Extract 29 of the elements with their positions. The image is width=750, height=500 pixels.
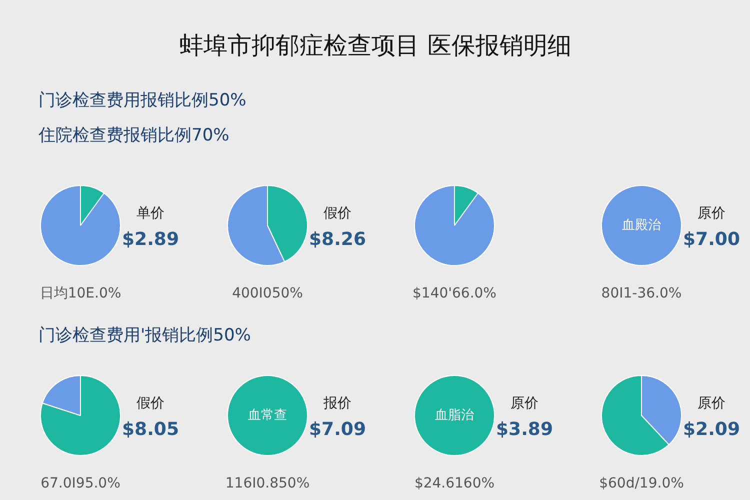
text: 假价 — [324, 206, 352, 222]
text: 报价 — [322, 396, 352, 412]
text: 原价 — [698, 206, 726, 222]
text: 血常查 — [248, 408, 287, 423]
text: 原价 — [698, 396, 726, 412]
text: $7.09 — [309, 419, 366, 440]
text: $8.05 — [122, 419, 179, 440]
text: $24.6160% — [414, 476, 495, 492]
text: 蚌埠市抑郁症检查项目 医保报销明细 — [180, 32, 572, 60]
text: 日均10E.0% — [40, 286, 122, 302]
text: $60d/19.0% — [599, 476, 684, 492]
text: 80I1-36.0% — [601, 286, 682, 302]
text: 门诊检查费用'报销比例50% — [38, 326, 251, 346]
text: $140'66.0% — [412, 286, 496, 302]
text: 67.0I95.0% — [40, 476, 120, 492]
text: $7.00 — [683, 229, 740, 250]
text: $3.89 — [496, 419, 553, 440]
text: 假价 — [136, 396, 164, 412]
text: 单价 — [136, 206, 164, 222]
text: 血脂治 — [435, 408, 474, 423]
text: $2.09 — [683, 419, 740, 440]
text: 400I050% — [232, 286, 303, 302]
text: 血殿治 — [622, 218, 661, 233]
text: 门诊检查费用报销比例50% — [38, 90, 246, 110]
text: $2.89 — [122, 229, 179, 250]
text: 原价 — [510, 396, 538, 412]
text: $8.26 — [309, 229, 366, 250]
text: 住院检查费报销比例70% — [38, 126, 230, 146]
text: 116I0.850% — [225, 476, 310, 492]
